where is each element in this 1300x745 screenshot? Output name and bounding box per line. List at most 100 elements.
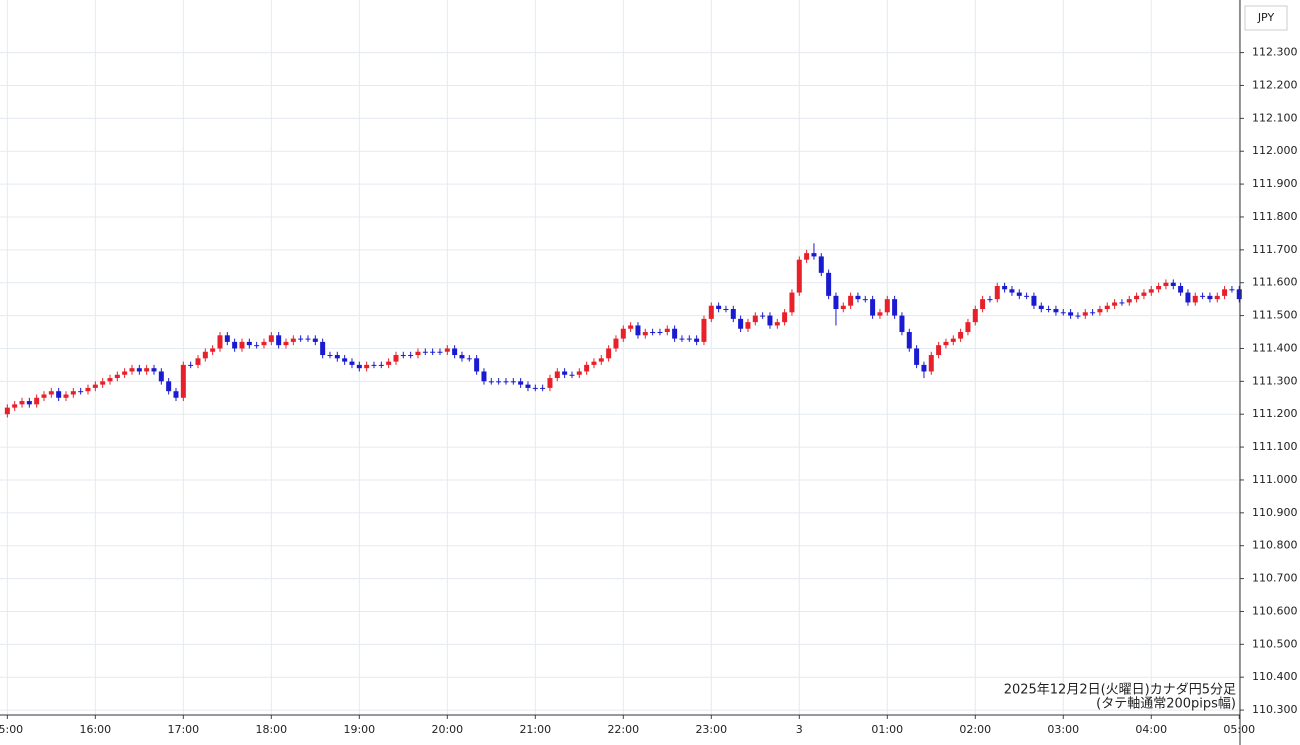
candle-body — [1163, 282, 1169, 286]
candle-body — [356, 364, 362, 369]
candle-body — [334, 355, 340, 359]
candle-body — [496, 381, 502, 383]
candle-body — [70, 391, 76, 395]
candle-body — [870, 299, 876, 316]
x-tick-label: 16:00 — [79, 723, 111, 736]
x-tick-label: 23:00 — [695, 723, 727, 736]
candle-body — [716, 305, 722, 310]
candle-body — [679, 338, 685, 340]
candle-body — [1060, 312, 1066, 314]
y-tick-label: 110.700 — [1252, 572, 1298, 585]
candle-body — [78, 391, 84, 393]
annotation: 2025年12月2日(火曜日)カナダ円5分足 — [1004, 683, 1236, 698]
candle-body — [1170, 282, 1176, 286]
candle-body — [1156, 286, 1162, 290]
candle-body — [114, 374, 120, 379]
candle-body — [848, 295, 854, 306]
candle-body — [1090, 312, 1096, 314]
x-tick-label: 18:00 — [255, 723, 287, 736]
candle-body — [1207, 295, 1213, 300]
candle-body — [430, 351, 436, 353]
candle-body — [283, 341, 289, 346]
candle-body — [1009, 289, 1015, 293]
y-tick-label: 110.400 — [1252, 670, 1298, 683]
candle-body — [349, 361, 355, 365]
candle-body — [144, 368, 150, 372]
candle-body — [56, 391, 62, 398]
candle-body — [884, 299, 890, 313]
candle-body — [320, 341, 326, 356]
candle-body — [129, 368, 135, 372]
y-axis-unit: JPY — [1257, 11, 1275, 24]
candle-body — [100, 381, 106, 385]
candle-body — [195, 358, 201, 365]
candle-body — [950, 338, 956, 342]
candle-body — [906, 332, 912, 349]
y-tick-label: 110.300 — [1252, 703, 1298, 716]
candle-body — [210, 348, 216, 352]
candle-body — [1178, 286, 1184, 293]
candle-body — [1038, 305, 1044, 310]
candle-body — [217, 335, 223, 349]
candle-body — [422, 351, 428, 353]
y-tick-label: 110.600 — [1252, 604, 1298, 617]
candle-body — [1031, 295, 1037, 306]
y-tick-label: 112.000 — [1252, 144, 1298, 157]
candle-body — [85, 387, 91, 392]
x-tick-label: 03:00 — [1047, 723, 1079, 736]
candle-body — [34, 397, 40, 405]
candle-body — [892, 299, 898, 316]
y-tick-label: 111.000 — [1252, 473, 1298, 486]
candle-body — [1104, 305, 1110, 310]
candle-body — [620, 328, 626, 339]
candle-body — [606, 348, 612, 359]
candle-body — [1141, 292, 1147, 296]
y-tick-label: 111.300 — [1252, 374, 1298, 387]
candle-body — [92, 384, 98, 388]
candle-body — [1097, 309, 1103, 313]
candle-body — [774, 322, 780, 326]
candle-body — [760, 315, 766, 317]
candle-body — [804, 253, 810, 260]
candle-body — [378, 364, 384, 366]
candle-body — [796, 259, 802, 293]
candle-body — [202, 351, 208, 359]
candle-body — [41, 394, 47, 398]
candle-body — [635, 325, 641, 336]
candle-body — [965, 322, 971, 333]
candle-body — [628, 325, 634, 329]
candle-body — [1148, 289, 1154, 293]
candle-body — [928, 355, 934, 372]
candle-body — [1016, 292, 1022, 296]
candle-body — [474, 358, 480, 372]
candle-body — [452, 348, 458, 356]
candle-body — [305, 338, 311, 340]
candle-body — [547, 378, 553, 388]
candle-body — [188, 364, 194, 366]
candle-body — [562, 371, 568, 375]
candle-body — [166, 381, 172, 392]
candle-body — [672, 328, 678, 339]
y-tick-label: 111.200 — [1252, 407, 1298, 420]
candle-body — [591, 361, 597, 365]
candle-body — [488, 381, 494, 383]
y-tick-label: 112.300 — [1252, 46, 1298, 59]
candle-body — [48, 391, 54, 395]
candle-body — [752, 315, 758, 323]
y-tick-label: 110.500 — [1252, 637, 1298, 650]
candle-body — [613, 338, 619, 349]
candle-body — [261, 341, 267, 346]
candle-body — [877, 312, 883, 316]
candle-body — [26, 401, 32, 405]
candle-body — [818, 256, 824, 273]
candle-body — [19, 401, 25, 405]
candle-body — [393, 355, 399, 362]
candle-body — [63, 394, 69, 398]
candle-body — [510, 381, 516, 383]
candle-body — [151, 368, 157, 372]
candle-body — [518, 381, 524, 385]
candle-body — [598, 358, 604, 362]
candle-body — [921, 364, 927, 372]
candle-body — [642, 332, 648, 336]
